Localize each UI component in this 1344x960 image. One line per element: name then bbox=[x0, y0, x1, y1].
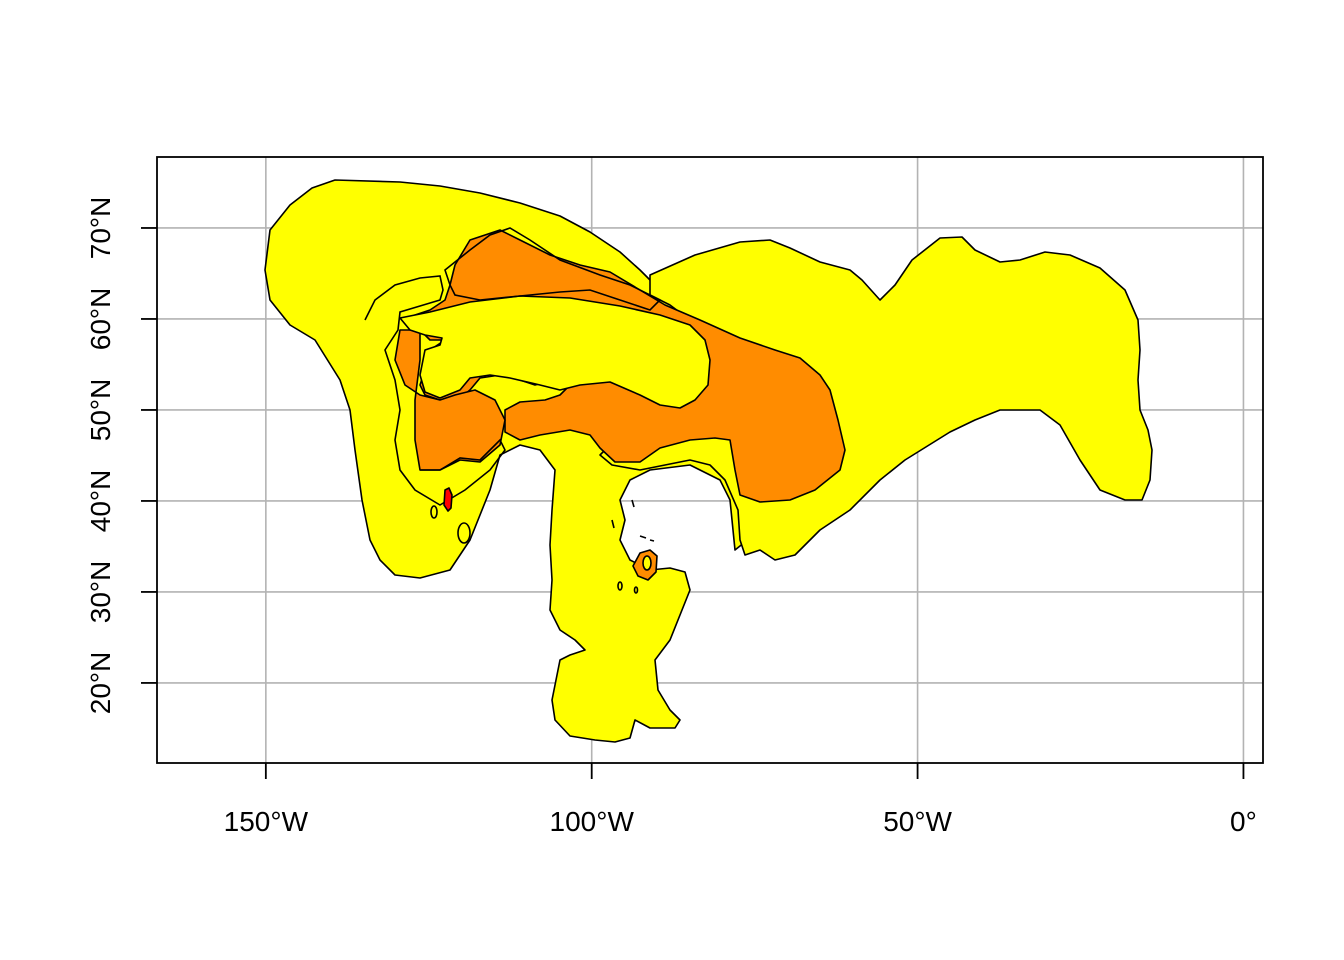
contour-line-west bbox=[364, 275, 506, 506]
tiny-islet-b bbox=[633, 586, 639, 594]
y-tick-label: 50°N bbox=[85, 379, 116, 442]
yellow-islet bbox=[642, 555, 652, 571]
x-tick-label: 50°W bbox=[883, 806, 952, 837]
y-tick-label: 40°N bbox=[85, 470, 116, 533]
tiny-contour-b bbox=[631, 499, 635, 508]
orange-region-southwest bbox=[394, 329, 506, 471]
x-tick-label: 100°W bbox=[550, 806, 635, 837]
x-axis: 150°W 100°W 50°W 0° bbox=[224, 763, 1257, 837]
y-tick-label: 70°N bbox=[85, 197, 116, 260]
tiny-contour-d bbox=[649, 539, 655, 542]
plot-frame bbox=[156, 156, 1264, 764]
x-tick-label: 150°W bbox=[224, 806, 309, 837]
x-tick-label: 0° bbox=[1230, 806, 1257, 837]
yellow-region-inner bbox=[399, 295, 711, 409]
contour-line-upper bbox=[444, 227, 662, 311]
tiny-contour-a bbox=[611, 519, 615, 529]
island-small-a bbox=[457, 522, 471, 544]
y-tick-label: 60°N bbox=[85, 288, 116, 351]
red-spot bbox=[443, 487, 453, 512]
tiny-islet-a bbox=[617, 581, 623, 591]
y-axis: 20°N 30°N 40°N 50°N 60°N 70°N bbox=[85, 197, 157, 715]
y-tick-label: 20°N bbox=[85, 652, 116, 715]
tiny-contour-c bbox=[639, 535, 647, 539]
y-tick-label: 30°N bbox=[85, 561, 116, 624]
island-small-b bbox=[430, 505, 438, 519]
